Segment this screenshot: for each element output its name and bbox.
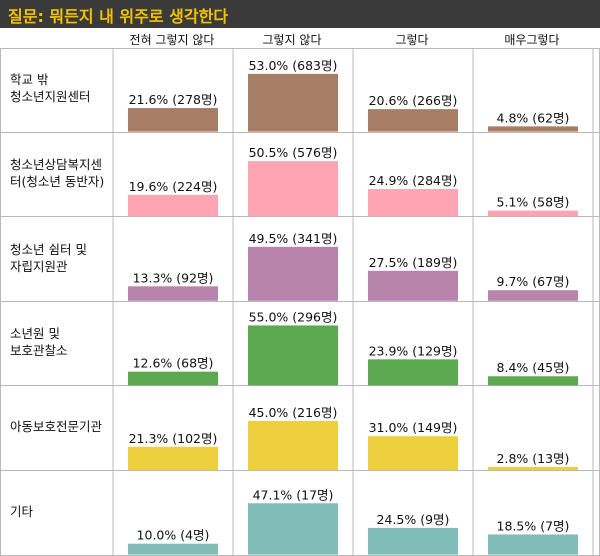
- bar: [368, 189, 458, 217]
- bar-value-label: 18.5% (7명): [497, 518, 570, 533]
- bar: [488, 534, 578, 555]
- bar: [248, 325, 338, 386]
- title-bar: 질문: 뭐든지 내 위주로 생각한다: [0, 0, 600, 28]
- bar: [488, 290, 578, 301]
- bar: [368, 109, 458, 132]
- row-label-line: 자립지원관: [10, 258, 68, 274]
- bar-value-label: 13.3% (92명): [133, 270, 214, 285]
- row-label-line: 기타: [10, 503, 34, 519]
- bar-value-label: 53.0% (683명): [249, 58, 338, 73]
- bar-value-label: 21.3% (102명): [129, 431, 218, 446]
- row-label-line: 소년원 및: [10, 326, 60, 342]
- bar-value-label: 12.6% (68명): [133, 356, 214, 371]
- bar-value-label: 27.5% (189명): [369, 255, 458, 270]
- row-label-line: 터(청소년 동반자): [10, 173, 105, 189]
- bar-value-label: 31.0% (149명): [369, 420, 458, 435]
- bar: [128, 446, 218, 470]
- bar-value-label: 50.5% (576명): [249, 145, 338, 160]
- bar: [488, 466, 578, 470]
- row-label-line: 아동보호전문기관: [10, 419, 103, 435]
- bar-value-label: 21.6% (278명): [129, 92, 218, 107]
- bar: [488, 126, 578, 132]
- row-label-line: 청소년상담복지센: [10, 156, 103, 172]
- row-label-line: 학교 밖: [10, 72, 49, 88]
- bar: [248, 246, 338, 301]
- row-label: 청소년상담복지센 터(청소년 동반자): [10, 156, 104, 190]
- bar: [128, 543, 218, 555]
- column-header-disagree: 그렇지 않다: [262, 33, 322, 47]
- bar: [128, 286, 218, 301]
- bar: [368, 527, 458, 555]
- bar-value-label: 55.0% (296명): [249, 309, 338, 324]
- row-label: 학교 밖 청소년지원센터: [10, 71, 91, 105]
- bar: [368, 359, 458, 386]
- bar: [248, 420, 338, 470]
- bar: [128, 371, 218, 386]
- bar-value-label: 47.1% (17명): [253, 487, 334, 502]
- row-label-line: 청소년 쉼터 및: [10, 241, 87, 257]
- bar: [248, 503, 338, 555]
- column-header-strongly-disagree: 전혀 그렇지 않다: [129, 33, 215, 47]
- bar: [248, 161, 338, 217]
- bar: [488, 376, 578, 386]
- bar: [368, 270, 458, 301]
- bar-value-label: 20.6% (266명): [369, 93, 458, 108]
- bar: [128, 194, 218, 217]
- bar-value-label: 24.5% (9명): [377, 512, 450, 527]
- row-label-line: 청소년지원센터: [10, 89, 91, 105]
- column-header-strongly-agree: 매우그렇다: [504, 33, 560, 47]
- bar: [368, 436, 458, 470]
- row-label-line: 보호관찰소: [10, 343, 68, 359]
- bar-value-label: 19.6% (224명): [129, 179, 218, 194]
- bar-value-label: 8.4% (45명): [497, 360, 570, 375]
- row-label: 소년원 및 보호관찰소: [10, 325, 68, 359]
- bar-value-label: 23.9% (129명): [369, 343, 458, 358]
- row-label: 아동보호전문기관: [10, 418, 102, 435]
- bar-value-label: 10.0% (4명): [137, 528, 210, 543]
- bar-value-label: 9.7% (67명): [497, 274, 570, 289]
- bar-value-label: 45.0% (216명): [249, 405, 338, 420]
- bar-value-label: 5.1% (58명): [497, 195, 570, 210]
- bar-value-label: 24.9% (284명): [369, 173, 458, 188]
- bar: [488, 210, 578, 217]
- row-label: 기타: [10, 503, 33, 520]
- column-header-agree: 그렇다: [395, 33, 429, 47]
- chart-title: 질문: 뭐든지 내 위주로 생각한다: [8, 7, 229, 26]
- bar: [248, 73, 338, 132]
- bar-value-label: 4.8% (62명): [497, 110, 570, 125]
- bar: [128, 108, 218, 132]
- row-label: 청소년 쉼터 및 자립지원관: [10, 241, 87, 275]
- bar-chart-grid: 21.6% (278명) 53.0% (683명) 20.6% (266명) 4.8%…: [0, 48, 600, 556]
- bar-value-label: 49.5% (341명): [249, 231, 338, 246]
- bar-value-label: 2.8% (13명): [497, 451, 570, 466]
